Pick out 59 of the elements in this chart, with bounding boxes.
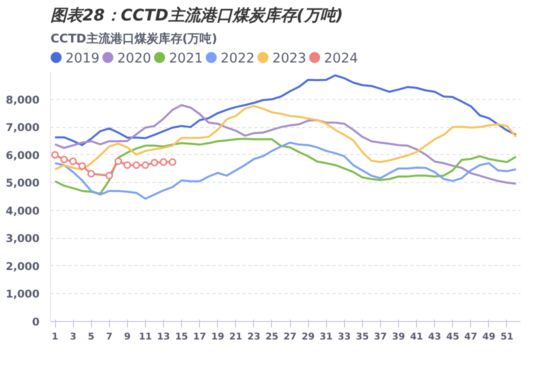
legend-label: 2019 [66, 52, 100, 66]
x-tick-label: 7 [106, 332, 113, 342]
point [168, 158, 176, 166]
line-series [54, 104, 517, 171]
x-tick-label: 13 [156, 332, 170, 342]
x-tick-label: 47 [464, 332, 478, 342]
y-tick-label: 3,000 [6, 232, 40, 246]
x-tick-label: 51 [500, 332, 514, 342]
x-tick-label: 19 [211, 332, 224, 342]
x-tick-label: 9 [124, 332, 131, 342]
y-tick-label: 1,000 [6, 288, 40, 301]
x-tick-label: 27 [284, 332, 297, 342]
point [142, 161, 150, 169]
point [78, 162, 86, 170]
x-tick-label: 35 [356, 332, 369, 342]
x-tick-label: 29 [302, 332, 315, 342]
point [150, 158, 158, 166]
x-tick-label: 41 [410, 332, 424, 342]
x-tick-label: 15 [175, 332, 188, 342]
x-tick-label: 49 [482, 332, 496, 342]
y-tick-label: 2,000 [6, 260, 40, 273]
x-tick-label: 33 [338, 332, 351, 342]
legend-label: 2023 [272, 52, 306, 66]
point [51, 151, 59, 159]
point [160, 158, 168, 166]
point [124, 161, 132, 169]
y-tick-label: 4,000 [6, 204, 40, 218]
x-tick-label: 11 [138, 332, 152, 342]
chart-subtitle: CCTD主流港口煤炭库存(万吨) [50, 32, 218, 46]
legend-label: 2020 [117, 52, 152, 66]
line-series [54, 104, 517, 185]
point [69, 157, 77, 165]
point [60, 156, 68, 164]
x-tick-label: 43 [428, 332, 442, 342]
point [114, 157, 122, 165]
y-tick-label: 5,000 [6, 176, 40, 190]
y-tick-label: 7,000 [6, 121, 40, 134]
y-tick-label: 6,000 [6, 148, 40, 162]
x-tick-label: 45 [446, 332, 460, 342]
line-series [54, 74, 517, 146]
x-tick-label: 37 [374, 332, 387, 342]
point [87, 170, 95, 178]
chart-title: 图表28：CCTD主流港口煤炭库存(万吨) [50, 6, 344, 24]
x-tick-label: 39 [392, 332, 405, 342]
x-tick-label: 5 [88, 332, 94, 342]
x-tick-label: 21 [229, 332, 242, 342]
y-tick-label: 8,000 [6, 93, 40, 106]
legend-label: 2024 [324, 52, 358, 66]
y-tick-label: 0 [32, 316, 40, 328]
x-tick-label: 1 [52, 332, 58, 342]
x-tick-label: 31 [320, 332, 333, 342]
legend-label: 2021 [168, 52, 203, 66]
x-tick-label: 25 [265, 332, 278, 342]
legend-label: 2022 [220, 52, 255, 66]
point [106, 172, 113, 180]
x-tick-label: 17 [193, 332, 206, 342]
x-tick-label: 23 [247, 332, 260, 342]
x-tick-label: 3 [70, 332, 76, 342]
point [132, 161, 140, 169]
